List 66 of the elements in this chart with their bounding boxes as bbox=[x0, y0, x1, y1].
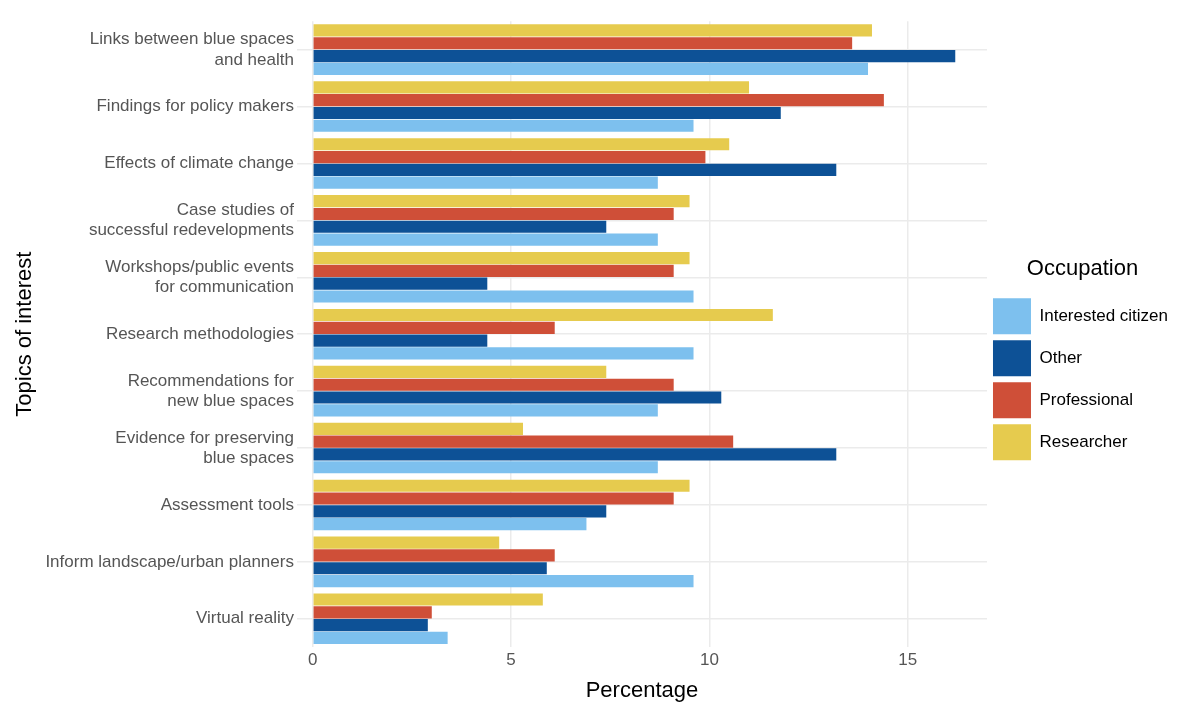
legend-label: Interested citizen bbox=[1039, 305, 1168, 325]
bar bbox=[313, 195, 690, 208]
x-tick-label: 10 bbox=[699, 650, 719, 670]
bar bbox=[313, 435, 734, 448]
bar bbox=[313, 264, 674, 277]
bar bbox=[313, 24, 872, 37]
x-tick-label: 0 bbox=[308, 650, 318, 670]
bar bbox=[313, 619, 428, 632]
bar bbox=[313, 176, 658, 189]
x-axis-title: Percentage bbox=[585, 676, 699, 702]
bar bbox=[313, 391, 722, 404]
y-tick-label: Findings for policy makers bbox=[96, 96, 294, 116]
bar bbox=[313, 37, 853, 50]
y-tick-label: Research methodologies bbox=[105, 323, 294, 343]
bar bbox=[313, 150, 706, 164]
bar bbox=[313, 119, 694, 132]
bar bbox=[313, 518, 587, 531]
bar bbox=[313, 277, 488, 290]
bar bbox=[313, 505, 607, 518]
bar bbox=[313, 321, 555, 334]
bar bbox=[313, 308, 773, 322]
bar bbox=[313, 233, 658, 246]
y-tick-label: Case studies of successful redevelopments bbox=[88, 199, 295, 240]
y-tick-label: Effects of climate change bbox=[104, 153, 294, 173]
y-tick-label: Evidence for preserving blue spaces bbox=[115, 427, 294, 467]
legend-label: Researcher bbox=[1039, 431, 1128, 451]
bar bbox=[313, 461, 658, 474]
bar bbox=[313, 593, 543, 606]
bar bbox=[313, 404, 658, 417]
bar bbox=[313, 49, 956, 63]
x-tick-label: 5 bbox=[506, 650, 516, 670]
bar bbox=[313, 347, 694, 360]
bar bbox=[313, 365, 607, 378]
bar bbox=[313, 252, 690, 265]
bar bbox=[313, 574, 694, 588]
legend-title: Occupation bbox=[1026, 254, 1139, 280]
bar bbox=[313, 562, 547, 575]
x-tick-label: 15 bbox=[898, 650, 918, 670]
bar bbox=[313, 549, 555, 562]
bar bbox=[313, 492, 674, 505]
y-axis-title: Topics of interest bbox=[11, 251, 37, 417]
bar bbox=[313, 207, 674, 221]
bar bbox=[313, 163, 837, 176]
bar bbox=[313, 220, 607, 233]
bar bbox=[313, 536, 500, 549]
bar bbox=[313, 606, 432, 619]
bar bbox=[313, 62, 869, 75]
bar bbox=[313, 479, 690, 492]
y-tick-label: Workshops/public events for communication bbox=[105, 256, 294, 297]
bar bbox=[313, 94, 884, 107]
bar bbox=[313, 106, 781, 120]
legend-label: Other bbox=[1039, 347, 1083, 367]
bar bbox=[313, 631, 448, 645]
bar bbox=[313, 138, 730, 151]
bar bbox=[313, 378, 674, 391]
y-tick-label: Assessment tools bbox=[160, 494, 294, 514]
y-tick-label: Links between blue spaces and health bbox=[89, 29, 294, 69]
bar bbox=[313, 290, 694, 303]
bar bbox=[313, 448, 837, 461]
bar bbox=[313, 334, 488, 347]
y-tick-label: Inform landscape/urban planners bbox=[45, 551, 294, 571]
bar bbox=[313, 81, 750, 94]
y-tick-label: Recommendations for new blue spaces bbox=[127, 370, 295, 410]
bar bbox=[313, 422, 523, 435]
y-tick-label: Virtual reality bbox=[195, 608, 295, 628]
legend-label: Professional bbox=[1039, 389, 1134, 409]
